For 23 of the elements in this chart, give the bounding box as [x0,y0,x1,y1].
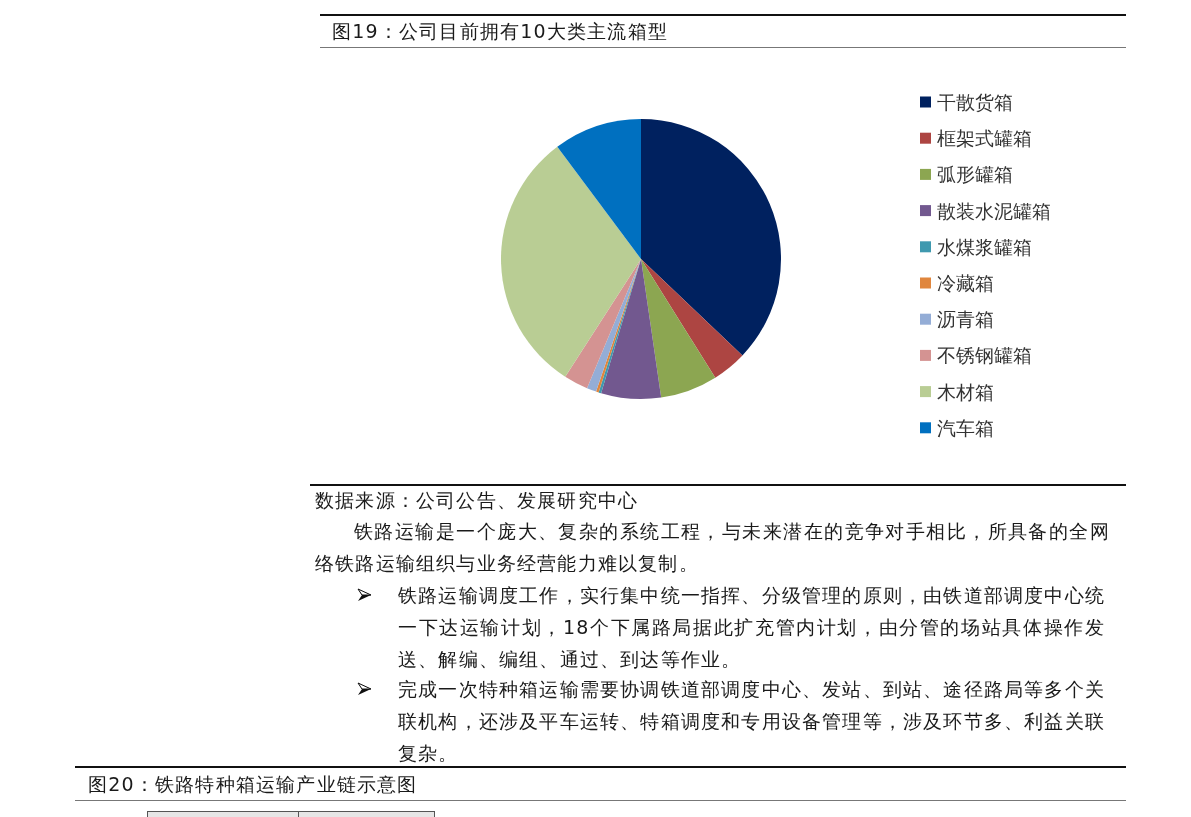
legend-label: 汽车箱 [937,416,994,439]
pie-slice [601,259,662,399]
legend-label: 弧形罐箱 [937,163,1013,186]
chart-title: 图19：公司目前拥有10大类主流箱型 [332,19,668,44]
text: 铁路运输调度工作，实行集中统一指挥、分级管理的原则，由铁道部调度中心统一下达运输计划，18个下属路局据此扩充管内计划，由分管的场站具体操作发送、解编、编组、通过、到达等作业。 [398,583,1105,672]
legend-label: 木材箱 [937,380,994,403]
legend-label: 框架式罐箱 [937,127,1032,150]
legend-label: 冷藏箱 [937,272,994,294]
caption: 图20：铁路特种箱运输产业链示意图 [88,772,418,797]
legend-label: 沥青箱 [937,308,994,331]
text: 铁路运输是一个庞大、复杂的系统工程，与未来潜在的竞争对手相比，所具备的全网络铁路运输组织与业务经营能力难以复制。 [315,519,1110,576]
legend-label: 不锈钢罐箱 [937,344,1032,367]
text: 完成一次特种箱运输需要协调铁道部调度中心、发站、到站、途径路局等多个关联机构，还涉及平车运转、特箱调度和专用设备管理等，涉及环节多、利益关联复杂。 [398,677,1105,766]
pie-slice [501,146,641,377]
legend-label: 散装水泥罐箱 [937,199,1051,222]
pie-slice [641,119,781,356]
pie-slice [565,259,641,389]
pie-slice [557,119,641,259]
pie-slice [641,259,716,398]
legend-label: 干散货箱 [937,91,1013,113]
legend-label: 水煤浆罐箱 [937,235,1032,258]
source-note: 数据来源：公司公告、发展研究中心 [315,488,639,513]
pie-slice [641,259,743,378]
